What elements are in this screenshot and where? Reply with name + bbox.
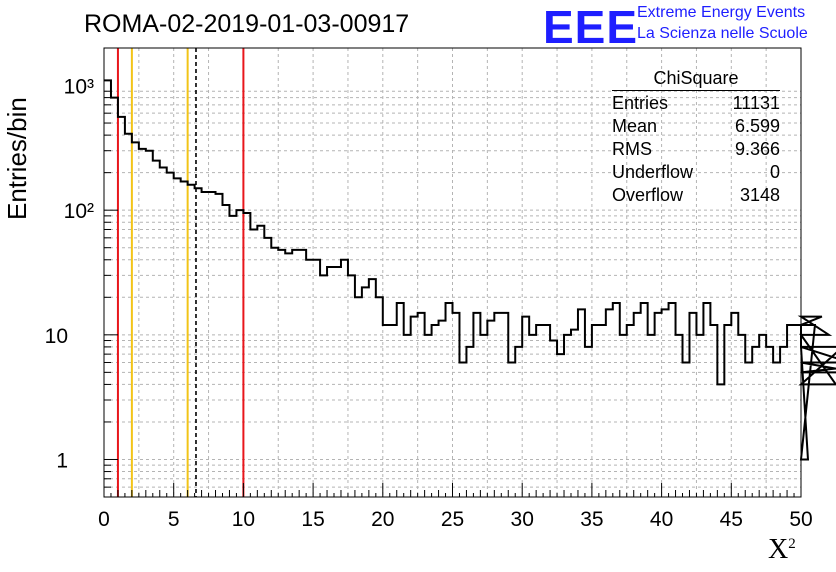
x-tick-label: 35 [580, 508, 603, 531]
stats-row-overflow: Overflow 3148 [612, 184, 780, 207]
logo-line-1: Extreme Energy Events [637, 4, 806, 21]
y-tick-label: 10² [64, 200, 94, 223]
stats-row-rms: RMS 9.366 [612, 138, 780, 161]
x-tick-label: 10 [232, 508, 255, 531]
x-tick-label: 15 [301, 508, 324, 531]
x-tick-label: 30 [511, 508, 534, 531]
x-tick-label: 5 [168, 508, 180, 531]
stats-box: ChiSquare Entries 11131 Mean 6.599 RMS 9.36… [612, 68, 780, 207]
stats-value: 3148 [739, 185, 780, 205]
stats-label: Underflow [612, 162, 694, 182]
stats-label: Overflow [612, 185, 684, 205]
y-axis-label: Entries/bin [2, 97, 32, 220]
x-tick-label: 25 [441, 508, 464, 531]
stats-label: Entries [612, 93, 669, 113]
x-tick-label: 45 [720, 508, 743, 531]
y-tick-label: 10 [45, 325, 68, 348]
stats-value: 11131 [732, 93, 780, 113]
y-tick-label: 10³ [64, 76, 94, 99]
eee-logo: EEE [543, 1, 639, 53]
stats-value: 9.366 [734, 139, 780, 159]
x-tick-label: 0 [98, 508, 110, 531]
stats-row-underflow: Underflow 0 [612, 161, 780, 184]
stats-row-mean: Mean 6.599 [612, 115, 780, 138]
x-tick-label: 20 [371, 508, 394, 531]
stats-label: RMS [612, 139, 652, 159]
stats-value: 6.599 [734, 116, 780, 136]
stats-title: ChiSquare [612, 68, 780, 91]
stats-value: 0 [769, 162, 780, 182]
logo-line-2: La Scienza nelle Scuole [637, 25, 808, 42]
x-tick-label: 40 [650, 508, 673, 531]
x-axis-label: X2 [768, 534, 796, 565]
y-tick-label: 1 [56, 449, 68, 472]
histogram-line [104, 79, 836, 461]
x-tick-label: 50 [789, 508, 812, 531]
stats-row-entries: Entries 11131 [612, 92, 780, 115]
chart-title: ROMA-02-2019-01-03-00917 [84, 10, 410, 38]
stats-label: Mean [612, 116, 658, 136]
